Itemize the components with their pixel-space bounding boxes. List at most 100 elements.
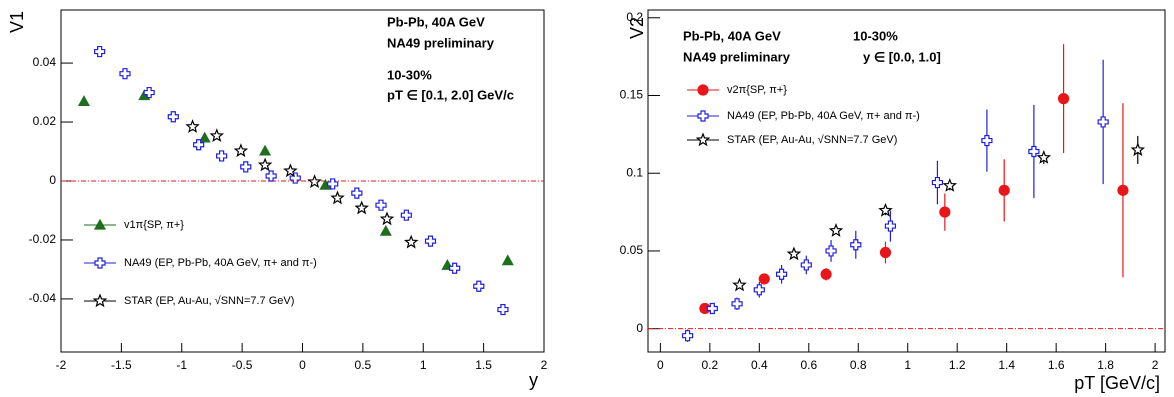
x-tick-label: 0.2	[701, 358, 718, 372]
legend-marker	[92, 293, 108, 308]
marker	[501, 254, 514, 266]
y-tick-label: 0	[636, 321, 643, 335]
marker	[257, 157, 273, 172]
marker	[981, 134, 993, 147]
marker	[198, 131, 211, 143]
legend-label: STAR (EP, Au-Au, √SNN=7.7 GeV)	[727, 134, 897, 146]
y-tick-label: 0.05	[620, 243, 644, 257]
x-tick-label: 1.4	[998, 358, 1015, 372]
marker	[878, 202, 893, 217]
annotation: NA49 preliminary	[683, 49, 791, 64]
marker	[732, 277, 747, 292]
annotation: 10-30%	[853, 28, 898, 43]
x-tick-label: 2	[1152, 358, 1159, 372]
x-tick-label: 1	[904, 358, 911, 372]
marker	[240, 161, 252, 173]
x-tick-label: -0.5	[232, 358, 253, 372]
x-tick-label: -2	[56, 358, 67, 372]
marker	[497, 303, 509, 316]
marker	[307, 174, 322, 189]
marker	[77, 95, 90, 106]
x-tick-label: 0.5	[355, 358, 372, 372]
legend-marker	[697, 110, 709, 122]
x-axis-label: y	[529, 370, 538, 390]
marker	[283, 163, 298, 178]
x-axis-label: pT [GeV/c]	[1074, 373, 1160, 393]
marker	[233, 143, 249, 158]
legend-label: v1π{SP, π+}	[124, 219, 184, 231]
marker	[94, 45, 106, 58]
y-tick-label: 0.2	[626, 10, 643, 24]
legend-marker	[697, 84, 709, 96]
y-tick-label: -0.02	[29, 232, 57, 246]
marker	[1057, 93, 1070, 105]
marker	[1028, 145, 1040, 158]
marker	[800, 259, 812, 271]
annotation: y ∈ [0.0, 1.0]	[863, 49, 941, 64]
marker	[786, 246, 802, 261]
marker	[375, 199, 387, 211]
x-tick-label: 1.5	[475, 358, 492, 372]
x-tick-label: -1	[176, 358, 187, 372]
marker	[143, 86, 155, 99]
x-tick-label: 1.2	[949, 358, 966, 372]
marker	[820, 268, 832, 280]
marker	[215, 150, 228, 162]
marker	[265, 170, 277, 182]
x-tick-label: 0.6	[800, 358, 817, 372]
marker	[167, 111, 179, 123]
legend-marker	[93, 218, 107, 230]
legend-marker	[695, 132, 711, 147]
marker	[1097, 116, 1109, 128]
marker	[884, 220, 897, 232]
marker	[942, 178, 958, 192]
marker	[758, 273, 770, 285]
y-tick-label: 0	[49, 173, 56, 187]
x-tick-label: 1.6	[1048, 358, 1065, 372]
marker	[379, 211, 395, 226]
x-tick-label: 1	[420, 358, 427, 372]
legend-label: NA49 (EP, Pb-Pb, 40A GeV, π+ and π-)	[727, 110, 920, 122]
marker	[473, 280, 485, 292]
x-tick-label: 0.4	[751, 358, 768, 372]
marker	[424, 235, 437, 247]
plot-frame	[647, 9, 1166, 353]
y-tick-label: -0.04	[29, 291, 57, 305]
y-tick-label: 0.15	[620, 88, 644, 102]
legend-label: v2π{SP, π+}	[727, 84, 787, 96]
marker	[1130, 142, 1146, 157]
x-tick-label: 0	[657, 358, 664, 372]
marker	[1117, 184, 1129, 196]
marker	[753, 284, 765, 296]
y-axis-label: V2	[627, 17, 647, 39]
marker	[879, 246, 892, 259]
marker	[119, 68, 131, 80]
marker	[828, 223, 844, 237]
marker	[403, 234, 419, 249]
marker	[825, 245, 837, 257]
annotation: pT ∈ [0.1, 2.0] GeV/c	[387, 87, 514, 102]
marker	[681, 330, 694, 342]
marker	[289, 172, 301, 184]
x-tick-label: 1.8	[1097, 358, 1114, 372]
annotation: NA49 preliminary	[387, 35, 495, 50]
x-tick-label: 2	[541, 358, 548, 372]
marker	[193, 139, 205, 151]
marker	[998, 184, 1010, 196]
marker	[185, 119, 200, 133]
marker	[259, 144, 272, 156]
marker	[775, 268, 788, 280]
legend-label: NA49 (EP, Pb-Pb, 40A GeV, π+ and π-)	[124, 257, 317, 269]
marker	[330, 190, 345, 205]
marker	[351, 187, 363, 199]
marker	[209, 128, 225, 143]
x-tick-label: 0	[299, 358, 306, 372]
marker	[1036, 150, 1052, 164]
marker	[327, 178, 339, 190]
annotation: 10-30%	[387, 67, 432, 82]
y-axis-label: V1	[7, 11, 27, 33]
marker	[449, 262, 461, 274]
marker	[850, 239, 862, 251]
marker	[931, 176, 944, 189]
